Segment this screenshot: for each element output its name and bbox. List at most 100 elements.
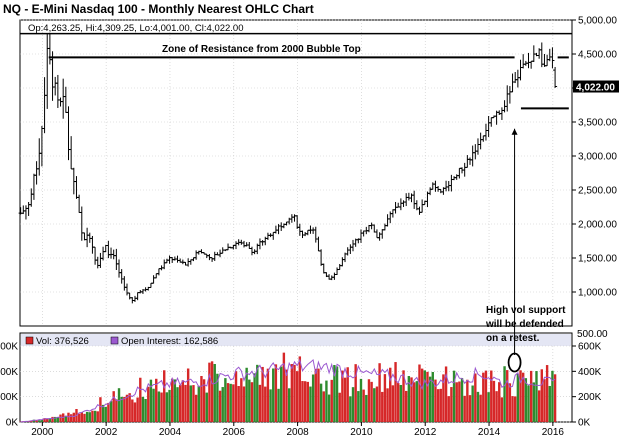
- volume-bar: [250, 382, 254, 422]
- volume-left-tick-label: 200K: [0, 392, 18, 403]
- volume-bar: [149, 379, 153, 422]
- volume-bar: [83, 413, 86, 422]
- price-y-axis: 1,000.00 1,500.00 2,000.00 2,500.00 3,000.00…: [572, 16, 617, 299]
- volume-bar: [415, 381, 419, 422]
- x-axis: 2000 2002 2004 2006 2008 2010 2012 2014 2016: [31, 422, 564, 438]
- volume-right-tick-label: 600K: [578, 342, 602, 353]
- volume-right-tick-label: 0K: [578, 418, 591, 429]
- volume-bar: [67, 412, 70, 422]
- volume-bar: [349, 396, 352, 422]
- ohlc-readout: Op:4,263.25, Hi:4,309.25, Lo:4,001.00, C…: [28, 23, 244, 34]
- volume-bar: [317, 368, 320, 422]
- x-tick-label: 2014: [478, 427, 501, 438]
- last-price-tag: [573, 80, 619, 93]
- volume-bar: [439, 388, 442, 422]
- x-tick-label: 2006: [223, 427, 246, 438]
- volume-bar: [77, 413, 81, 422]
- volume-bar: [394, 362, 397, 422]
- volume-bar: [232, 384, 235, 422]
- volume-bar: [484, 370, 488, 422]
- volume-bar: [516, 373, 520, 422]
- volume-bar: [420, 368, 424, 422]
- volume-bar: [455, 382, 458, 422]
- volume-bar: [431, 372, 434, 422]
- volume-bar: [367, 379, 371, 422]
- volume-bar: [46, 418, 49, 422]
- x-tick-label: 2004: [159, 427, 182, 438]
- volume-bar: [181, 380, 185, 422]
- volume-bar: [444, 366, 448, 422]
- volume-bar: [51, 416, 54, 422]
- volume-bar: [155, 378, 158, 422]
- last-price-label: 4,022.00: [576, 83, 615, 94]
- volume-bar: [208, 362, 211, 422]
- volume-bar: [136, 397, 139, 422]
- resistance-zone-label: Zone of Resistance from 2000 Bubble Top: [162, 44, 361, 55]
- volume-bar: [285, 369, 288, 422]
- volume-bar: [407, 376, 411, 422]
- volume-bar: [117, 388, 121, 422]
- volume-bar: [104, 406, 107, 422]
- volume-bar: [535, 371, 538, 422]
- volume-bar: [128, 393, 131, 422]
- volume-bar: [402, 370, 405, 422]
- volume-bar: [221, 387, 224, 422]
- price-tick-label: 1,000.00: [578, 288, 617, 299]
- volume-bar: [327, 394, 331, 422]
- volume-bar: [112, 391, 115, 422]
- volume-bar: [373, 388, 376, 422]
- volume-bar: [99, 397, 102, 422]
- volume-bar: [506, 370, 509, 422]
- volume-bar: [213, 364, 216, 422]
- volume-bar: [192, 385, 195, 422]
- volume-bar: [40, 419, 44, 422]
- volume-bar: [59, 414, 62, 422]
- volume-bar: [365, 394, 368, 422]
- volume-legend-swatch: [25, 336, 34, 345]
- price-tick-label: 1,500.00: [578, 254, 617, 265]
- volume-bar: [553, 374, 557, 422]
- volume-bar: [295, 371, 299, 422]
- volume-bar: [290, 364, 294, 422]
- volume-bar: [258, 384, 262, 422]
- volume-bar: [471, 385, 474, 422]
- open-interest-legend-swatch: [110, 336, 119, 345]
- volume-bar: [532, 382, 536, 422]
- volume-bar: [452, 370, 456, 422]
- volume-bar: [442, 374, 445, 422]
- volume-bar: [343, 377, 347, 422]
- volume-bar: [333, 365, 336, 422]
- volume-bar: [529, 370, 533, 422]
- volume-bar: [479, 394, 482, 422]
- volume-bar: [218, 390, 222, 422]
- volume-bar: [210, 361, 214, 422]
- volume-bar: [165, 392, 169, 422]
- volume-bar: [85, 411, 89, 422]
- volume-right-top-label: 500.00: [577, 329, 608, 340]
- volume-bar: [256, 364, 259, 422]
- x-tick-label: 2012: [414, 427, 437, 438]
- volume-bar: [152, 388, 155, 422]
- volume-bar: [474, 373, 477, 422]
- volume-bar: [35, 420, 38, 422]
- support-note-line-2: will be defended: [485, 319, 564, 330]
- volume-bar: [428, 376, 432, 422]
- volume-bar: [314, 368, 317, 422]
- volume-bars: [19, 352, 557, 422]
- price-panel-frame[interactable]: [19, 19, 573, 327]
- volume-right-tick-label: 200K: [578, 392, 602, 403]
- volume-bar: [378, 363, 381, 422]
- volume-bar: [123, 396, 126, 422]
- volume-bar: [88, 412, 91, 422]
- volume-bar: [139, 377, 142, 422]
- volume-left-tick-label: 400K: [0, 367, 18, 378]
- volume-bar: [101, 404, 105, 422]
- volume-bar: [450, 387, 453, 422]
- volume-bar: [237, 386, 240, 422]
- volume-bar: [492, 380, 496, 422]
- volume-bar: [131, 399, 134, 422]
- volume-bar: [490, 370, 493, 422]
- x-tick-label: 2002: [95, 427, 118, 438]
- chart-title: NQ - E-Mini Nasdaq 100 - Monthly Nearest…: [3, 2, 314, 16]
- volume-bar: [64, 415, 68, 422]
